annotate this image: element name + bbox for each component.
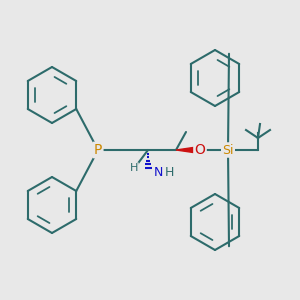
Text: P: P <box>94 143 102 157</box>
Text: Si: Si <box>222 143 234 157</box>
Text: H: H <box>130 163 138 173</box>
Text: O: O <box>195 143 206 157</box>
Polygon shape <box>176 146 200 154</box>
Text: H: H <box>165 167 174 179</box>
Text: N: N <box>153 167 163 179</box>
